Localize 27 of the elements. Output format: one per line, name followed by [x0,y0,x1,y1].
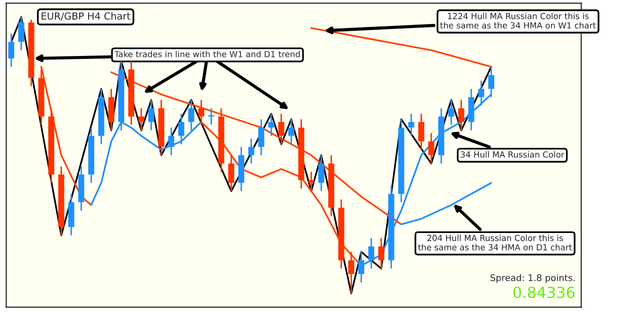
candlestick [18,16,24,51]
candlestick [408,113,414,137]
candlestick [418,113,424,150]
candlestick [428,132,434,164]
candlestick [8,32,14,68]
annotation: Spread: 1.8 points. [490,274,575,283]
candlestick [228,154,234,192]
candlestick [458,99,464,132]
candlestick [318,154,324,192]
candlestick [278,113,284,145]
candlestick [138,108,144,132]
candlestick [258,118,264,156]
candlestick [148,99,154,132]
candlestick [448,99,454,126]
candlestick [168,126,174,156]
text: 0.84336 [513,286,575,298]
chart-title: EUR/GBP H4 Chart [42,12,130,20]
candlestick [288,118,294,145]
candlestick [198,99,204,126]
candlestick [268,113,274,137]
candlestick [378,237,384,270]
annotation: 34 Hull MA Russian Color [460,151,564,158]
annotation: 1224 Hull MA Russian Color this is the same as the 34 HMA on W1 chart [440,12,596,29]
candlestick [308,171,314,192]
annotation: 204 Hull MA Russian Color this is the same as the 34 HMA on D1 chart [418,234,572,250]
candlestick [348,251,354,294]
annotation: Take trades in line with the W1 and D1 trend [114,50,300,58]
